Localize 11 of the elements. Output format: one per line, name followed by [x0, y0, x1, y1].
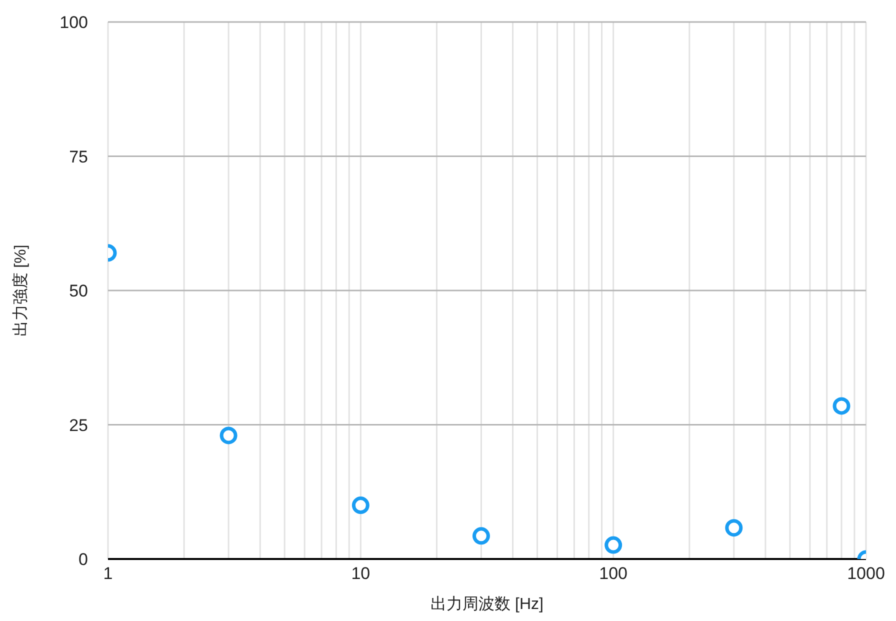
x-tick-label: 1	[103, 564, 113, 584]
y-axis-title: 出力強度 [%]	[12, 244, 30, 336]
y-tick-label: 75	[69, 147, 88, 166]
x-tick-label: 100	[599, 564, 628, 584]
x-tick-label: 1000	[847, 564, 885, 584]
x-axis-title: 出力周波数 [Hz]	[430, 595, 544, 613]
y-tick-label: 0	[78, 550, 88, 570]
y-tick-label: 100	[60, 13, 88, 32]
y-tick-label: 25	[69, 416, 88, 435]
x-tick-label: 10	[351, 564, 370, 584]
y-tick-label: 50	[69, 282, 88, 301]
